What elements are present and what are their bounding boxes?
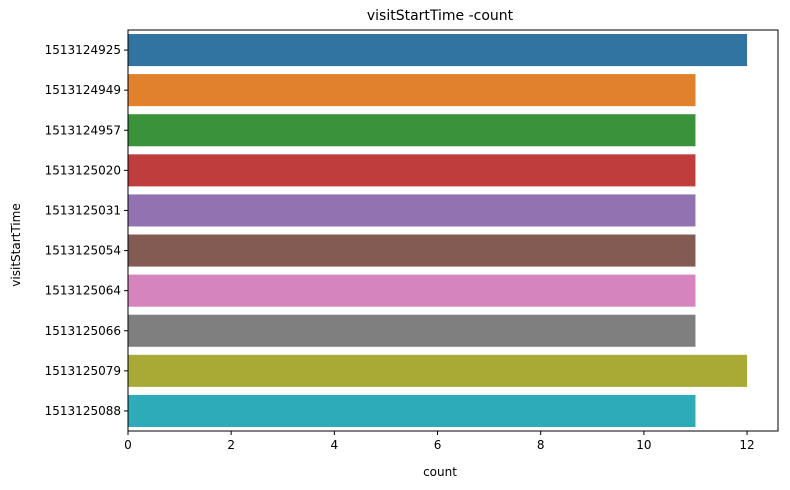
bar-1513125054 bbox=[128, 234, 696, 267]
bar-1513125064 bbox=[128, 274, 696, 307]
bar-1513125066 bbox=[128, 314, 696, 347]
y-tick-label: 1513125064 bbox=[45, 284, 121, 298]
bar-1513125079 bbox=[128, 354, 748, 387]
y-axis-ticks: 1513124925 1513124949 1513124957 1513125020… bbox=[45, 43, 128, 418]
x-tick-label: 10 bbox=[636, 438, 651, 452]
y-tick-label: 1513125020 bbox=[45, 163, 121, 177]
bar-1513125020 bbox=[128, 154, 696, 187]
bar-1513125088 bbox=[128, 394, 696, 427]
x-tick-label: 6 bbox=[434, 438, 442, 452]
x-tick-label: 12 bbox=[739, 438, 754, 452]
y-tick-label: 1513124957 bbox=[45, 123, 121, 137]
y-tick-label: 1513125031 bbox=[45, 203, 121, 217]
bar-1513124957 bbox=[128, 114, 696, 147]
x-tick-label: 0 bbox=[124, 438, 132, 452]
bar-1513125031 bbox=[128, 194, 696, 227]
bars-group bbox=[128, 34, 748, 427]
y-tick-label: 1513124925 bbox=[45, 43, 121, 57]
y-tick-label: 1513125079 bbox=[45, 364, 121, 378]
y-axis-label: visitStartTime bbox=[9, 203, 23, 286]
x-axis-label: count bbox=[423, 465, 457, 479]
x-tick-label: 2 bbox=[227, 438, 235, 452]
x-tick-label: 8 bbox=[537, 438, 545, 452]
y-tick-label: 1513125066 bbox=[45, 324, 121, 338]
x-tick-label: 4 bbox=[331, 438, 339, 452]
bar-1513124949 bbox=[128, 74, 696, 107]
bar-1513124925 bbox=[128, 34, 748, 67]
y-tick-label: 1513124949 bbox=[45, 83, 121, 97]
plot-frame bbox=[127, 29, 779, 432]
y-tick-label: 1513125054 bbox=[45, 244, 121, 258]
x-axis-ticks: 0 2 4 6 8 10 12 bbox=[124, 431, 755, 452]
chart-title: visitStartTime -count bbox=[367, 8, 514, 24]
y-tick-label: 1513125088 bbox=[45, 404, 121, 418]
